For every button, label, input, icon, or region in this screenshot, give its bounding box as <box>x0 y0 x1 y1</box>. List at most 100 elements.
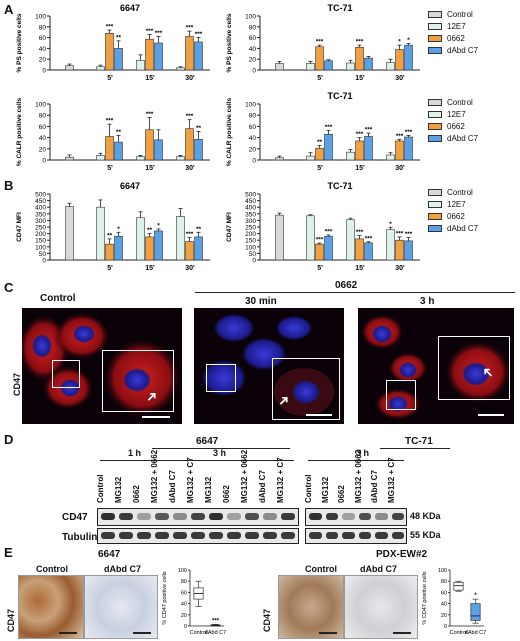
bar <box>386 229 395 261</box>
bar <box>176 216 185 261</box>
microscopy-3h-svg <box>360 314 512 420</box>
y-tick-label: 50 <box>39 251 47 258</box>
ihc-image-control <box>18 575 84 639</box>
bar <box>154 230 163 261</box>
y-axis-label: % CD47 positive cells <box>162 571 168 624</box>
bar <box>114 235 123 261</box>
significance-label: ** <box>196 226 202 233</box>
y-axis-label: % CD47 positive cells <box>422 571 428 624</box>
y-axis-label: % PS positive cells <box>16 13 23 72</box>
significance-label: *** <box>405 231 413 238</box>
ihc-ylabel: CD47 <box>6 608 16 632</box>
y-tick-label: 300 <box>245 218 256 225</box>
bar <box>114 141 123 161</box>
blot-line <box>152 448 290 449</box>
blot-band <box>209 532 223 539</box>
blot-band <box>263 513 277 520</box>
blot-time-1h: 1 h <box>128 448 142 458</box>
bar <box>136 217 145 261</box>
y-tick-label: 100 <box>245 102 256 109</box>
x-tick-label: 5' <box>317 165 323 172</box>
x-tick-label: 30' <box>185 75 195 82</box>
legend-label: Control <box>447 187 473 197</box>
y-tick-label: 200 <box>35 231 46 238</box>
chart-cd47-6647: 6647 CD47 MFI 0 50 100 150 200 250 300 350 400 450 5… <box>14 180 214 276</box>
legend-item: 0662 <box>428 120 478 132</box>
y-tick-label: 60 <box>181 590 187 596</box>
bar <box>194 236 203 261</box>
y-tick-label: 20 <box>249 57 257 64</box>
legend-swatch <box>428 224 442 232</box>
y-tick-label: 60 <box>39 35 47 42</box>
legend-swatch <box>428 134 442 142</box>
significance-label: ** <box>147 227 153 234</box>
significance-label: ** <box>116 129 122 136</box>
bar <box>176 156 185 161</box>
y-tick-label: 150 <box>35 238 46 245</box>
x-tick-label: 15' <box>145 75 155 82</box>
scale-bar <box>306 414 332 416</box>
zoom-inset <box>438 336 510 400</box>
microscopy-image-30min: ➜ <box>194 308 344 424</box>
ihc-label-dabd: dAbd C7 <box>104 564 141 574</box>
y-tick-label: 0 <box>42 158 46 165</box>
bar <box>355 238 364 261</box>
bar <box>355 140 364 161</box>
kda-48: 48 KDa <box>410 511 441 521</box>
blot-time-3h-right: 3 h <box>356 448 370 458</box>
legend-swatch <box>428 110 442 118</box>
lane-label: MG132 + C7 <box>386 457 396 503</box>
blot-band <box>263 532 277 539</box>
bar <box>65 206 74 261</box>
blot-line <box>100 460 200 461</box>
bar <box>306 155 315 161</box>
microscopy-image-control: ➜ <box>22 308 182 424</box>
bar <box>105 136 114 161</box>
blot-band <box>342 513 355 520</box>
microscopy-30min-title: 30 min <box>245 296 277 307</box>
blot-band <box>119 513 133 520</box>
blot-band <box>281 513 295 520</box>
bar <box>185 128 194 161</box>
bar <box>364 242 373 261</box>
y-axis-label: % CALR positive cells <box>16 97 23 166</box>
x-tick-label: 30' <box>395 265 405 272</box>
blot-band <box>173 513 187 520</box>
zoom-inset <box>102 350 174 412</box>
bar <box>194 41 203 71</box>
microscopy-control-title: Control <box>40 293 76 304</box>
y-tick-label: 100 <box>35 102 46 109</box>
x-tick-label: Control <box>450 630 468 636</box>
box <box>470 603 481 621</box>
blot-band <box>191 513 205 520</box>
blot-cd47-left <box>97 508 299 526</box>
bar <box>355 47 364 71</box>
y-tick-label: 60 <box>249 124 257 131</box>
chart-box-6647: % CD47 positive cells 0 20 40 60 80 100 Control… <box>160 564 228 638</box>
legend-swatch <box>428 22 442 30</box>
significance-label: ** <box>116 34 122 41</box>
bar <box>324 235 333 261</box>
significance-label: *** <box>186 25 194 32</box>
y-tick-label: 80 <box>39 24 47 31</box>
ihc-image-dabd-2 <box>344 575 418 639</box>
bar <box>194 138 203 161</box>
blot-band <box>391 532 404 539</box>
y-axis-label: % CALR positive cells <box>226 97 233 166</box>
legend-item: 12E7 <box>428 108 478 120</box>
y-tick-label: 60 <box>39 124 47 131</box>
bar <box>105 243 114 261</box>
significance-label: *** <box>195 31 203 38</box>
bar <box>96 155 105 161</box>
y-tick-label: 500 <box>245 192 256 199</box>
blot-title-left: 6647 <box>196 436 219 447</box>
bar <box>404 240 413 261</box>
significance-label: * <box>117 226 120 233</box>
bar <box>136 59 145 71</box>
y-tick-label: 80 <box>181 579 187 585</box>
y-tick-label: 0 <box>42 68 46 75</box>
y-tick-label: 100 <box>35 14 46 21</box>
chart-box-pdx: % CD47 positive cells 0 20 40 60 80 100 Control… <box>420 564 488 638</box>
panel-letter-b: B <box>4 178 14 193</box>
